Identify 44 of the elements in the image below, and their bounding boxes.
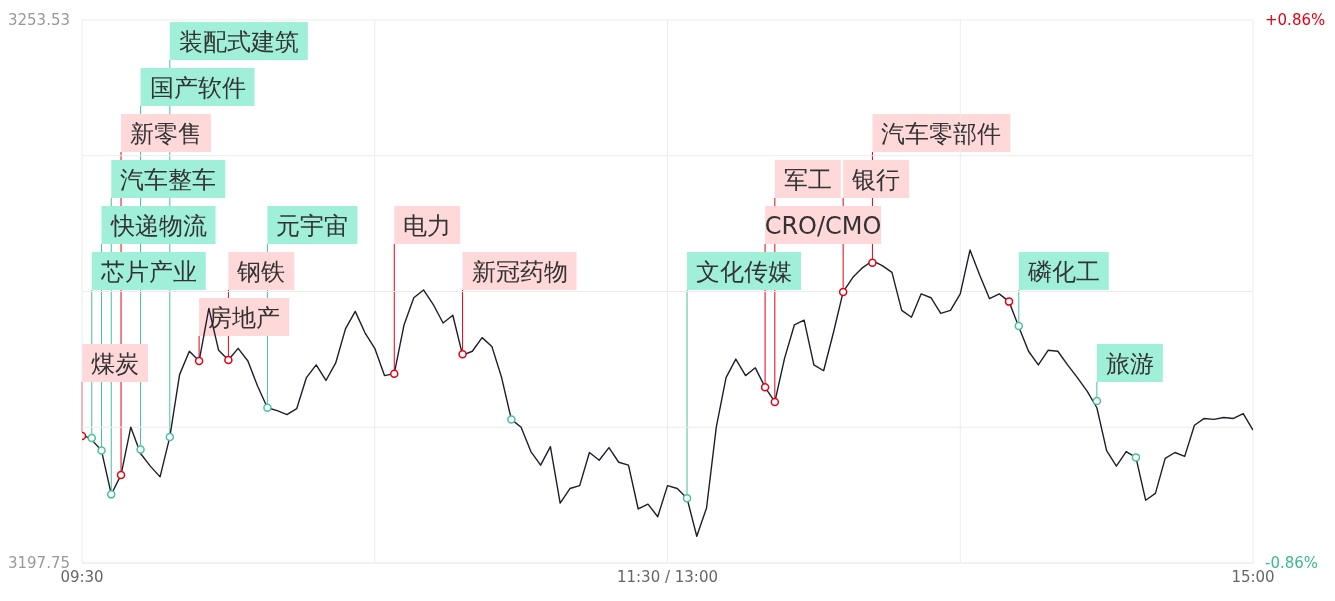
data-label: 快递物流 — [109, 212, 207, 240]
data-label: 国产软件 — [149, 74, 246, 102]
data-label: 钢铁 — [236, 258, 286, 286]
data-label: 汽车零部件 — [881, 120, 1002, 148]
data-label: 装配式建筑 — [178, 28, 299, 56]
data-label: 旅游 — [1105, 350, 1154, 378]
data-label: 汽车整车 — [120, 166, 217, 194]
point — [868, 258, 877, 267]
data-label: 煤炭 — [91, 350, 139, 378]
point — [390, 369, 399, 378]
point — [263, 403, 272, 412]
data-label: 电力 — [403, 212, 452, 240]
point — [770, 397, 780, 407]
x-tick-label: 09:30 — [60, 567, 104, 586]
x-tick-label: 11:30 / 13:00 — [616, 567, 719, 586]
point — [1131, 453, 1141, 462]
point — [116, 470, 126, 480]
point — [97, 446, 106, 455]
y2-tick-label: +0.86% — [1265, 11, 1326, 29]
point — [107, 490, 116, 499]
point — [1014, 321, 1024, 331]
data-label: CRO/CMO — [764, 212, 882, 240]
point — [87, 433, 97, 443]
data-label: 军工 — [783, 166, 832, 194]
data-label: 文化传媒 — [696, 258, 793, 286]
data-label: 新冠药物 — [471, 258, 568, 286]
point — [1092, 396, 1102, 406]
point — [136, 445, 145, 454]
point — [1004, 297, 1014, 306]
x-tick-label: 15:00 — [1231, 567, 1275, 586]
data-label: 磷化工 — [1026, 258, 1100, 286]
point — [224, 355, 233, 365]
point — [760, 383, 770, 392]
point — [194, 356, 204, 366]
data-label: 新零售 — [130, 120, 203, 148]
y-tick-label: 3253.53 — [7, 11, 70, 29]
point — [838, 287, 848, 297]
point — [682, 494, 692, 503]
point — [458, 349, 467, 359]
point — [507, 415, 516, 424]
data-label: 银行 — [851, 166, 901, 194]
data-label: 元宇宙 — [276, 212, 349, 240]
data-label: 芯片产业 — [99, 258, 197, 286]
point — [165, 432, 175, 442]
